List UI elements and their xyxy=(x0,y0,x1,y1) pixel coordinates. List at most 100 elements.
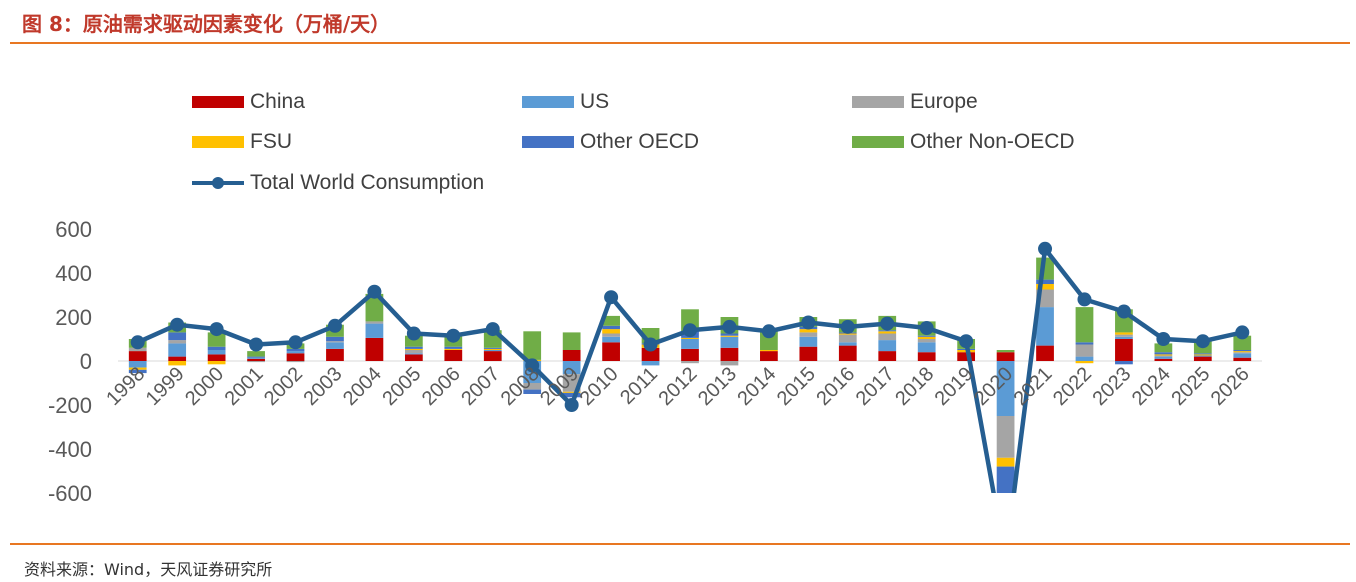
bar-segment xyxy=(641,361,660,366)
line-point xyxy=(919,321,934,335)
bar-segment xyxy=(562,391,581,393)
bar-segment xyxy=(168,343,187,357)
line-point xyxy=(643,337,658,352)
bar-segment xyxy=(641,347,660,361)
source-note: 资料来源：Wind，天风证券研究所 xyxy=(24,560,273,579)
y-tick-label: 200 xyxy=(55,305,92,330)
bar-segment xyxy=(996,350,1015,353)
legend-label: China xyxy=(250,90,305,113)
legend-item: US xyxy=(522,90,609,114)
bar-segment xyxy=(326,342,344,349)
x-tick-label: 2016 xyxy=(812,363,859,410)
bar-segment xyxy=(286,353,305,361)
line-point xyxy=(209,322,224,337)
legend-swatch xyxy=(192,136,244,148)
bar-segment xyxy=(365,323,384,338)
line-point xyxy=(1116,304,1131,319)
y-tick-label: -400 xyxy=(48,437,92,462)
bar-segment xyxy=(1036,345,1054,361)
bar-segment xyxy=(799,332,818,337)
bar-segment xyxy=(168,340,187,344)
bar-segment xyxy=(286,348,305,352)
bar-segment xyxy=(128,351,147,361)
x-tick-label: 2018 xyxy=(891,363,938,410)
bar-segment xyxy=(168,361,187,366)
bar-segment xyxy=(681,337,699,339)
bar-segment xyxy=(404,348,423,350)
y-tick-label: 0 xyxy=(80,349,92,374)
line-point xyxy=(288,335,303,350)
bar-segment xyxy=(483,347,502,349)
bar-segment xyxy=(878,351,897,361)
bar-segment xyxy=(1154,355,1173,357)
bar-segment xyxy=(365,321,384,324)
bar-segment xyxy=(1154,356,1173,359)
bar-segment xyxy=(996,352,1015,361)
bar-segment xyxy=(1075,307,1094,343)
bar-segment xyxy=(365,293,384,322)
bar-segment xyxy=(957,352,976,361)
line-point xyxy=(722,319,737,334)
bar-segment xyxy=(760,350,778,352)
bar-segment xyxy=(602,336,620,343)
bar-segment xyxy=(1233,352,1252,354)
line-point xyxy=(525,358,540,373)
bar-segment xyxy=(917,339,936,343)
x-tick-label: 2001 xyxy=(221,363,268,410)
chart-title: 图 8：原油需求驱动因素变化（万桶/天） xyxy=(22,12,391,36)
bar-segment xyxy=(207,350,226,355)
bar-segment xyxy=(1036,279,1054,284)
line-point xyxy=(170,317,185,332)
line-point xyxy=(761,324,776,339)
bar-segment xyxy=(207,354,226,361)
legend-item: Europe xyxy=(852,90,978,114)
x-tick-label: 2000 xyxy=(181,363,228,410)
bar-segment xyxy=(1115,361,1133,365)
bar-segment xyxy=(207,346,226,350)
bar-segment xyxy=(1233,335,1252,350)
bar-segment xyxy=(168,356,187,361)
bar-segment xyxy=(799,336,818,347)
bar-segment xyxy=(1075,356,1094,361)
bar-segment xyxy=(799,346,818,361)
legend-swatch xyxy=(522,96,574,108)
bar-segment xyxy=(602,325,620,330)
x-tick-label: 2021 xyxy=(1010,363,1057,410)
bar-segment xyxy=(1115,336,1133,339)
bar-segment xyxy=(681,361,699,364)
x-tick-label: 2025 xyxy=(1167,363,1214,410)
bar-segment xyxy=(602,329,620,334)
legend-label: Other Non-OECD xyxy=(910,130,1075,153)
bar-segment xyxy=(326,336,344,342)
bar-segment xyxy=(523,389,542,394)
bar-segment xyxy=(404,335,423,347)
bar-segment xyxy=(1036,307,1054,346)
line-point xyxy=(1235,325,1250,340)
line-point xyxy=(1038,241,1053,256)
legend-label: Total World Consumption xyxy=(250,171,485,194)
x-tick-label: 2012 xyxy=(655,363,702,410)
bar-segment xyxy=(562,361,581,375)
bar-segment xyxy=(128,367,147,370)
bar-segment xyxy=(996,457,1015,467)
bar-segment xyxy=(444,350,463,361)
y-tick-label: -600 xyxy=(48,481,92,506)
bar-segment xyxy=(1115,339,1133,361)
bar-segment xyxy=(681,348,699,361)
line-point xyxy=(327,318,342,333)
x-tick-label: 2013 xyxy=(694,363,741,410)
bar-segment xyxy=(1154,343,1173,353)
bar-segment xyxy=(799,329,818,333)
legend-item: FSU xyxy=(192,130,292,154)
bar-segment xyxy=(326,348,344,361)
x-tick-label: 2014 xyxy=(733,363,780,410)
bar-segment xyxy=(720,333,739,336)
legend-swatch xyxy=(522,136,574,148)
bar-segment xyxy=(602,333,620,337)
bar-segment xyxy=(207,361,226,365)
bar-segment xyxy=(917,342,936,353)
bar-segment xyxy=(483,348,502,350)
bar-segment xyxy=(1193,353,1212,355)
legend-swatch xyxy=(852,136,904,148)
